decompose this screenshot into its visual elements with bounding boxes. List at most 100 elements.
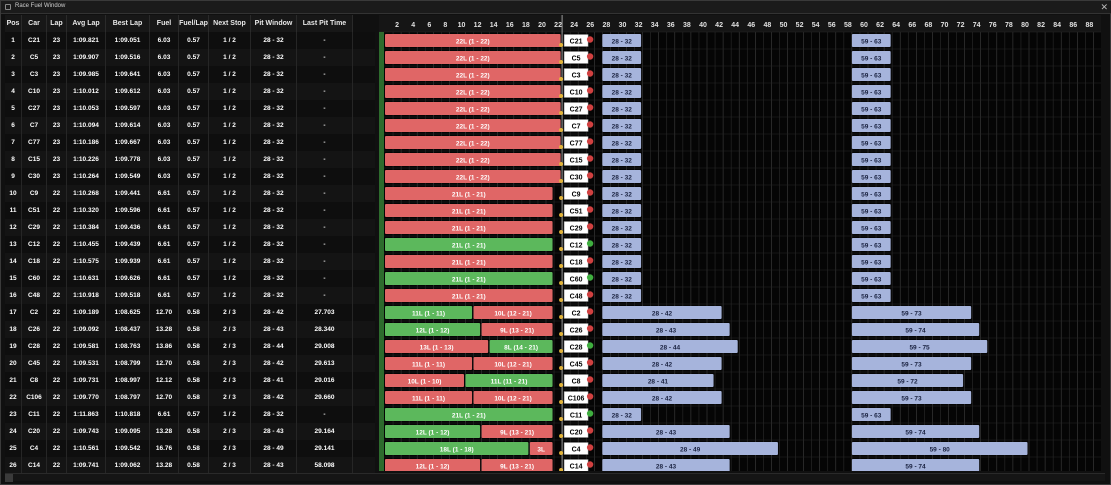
column-header-avg-lap[interactable]: Avg Lap: [67, 15, 106, 32]
cell-fuel: 6.03: [150, 151, 179, 168]
cell-best-lap: 1:09.441: [106, 185, 150, 202]
status-pip: [586, 206, 594, 213]
table-row[interactable]: 9 C30 23 1:10.264 1:09.549 6.03 0.57 1 / 2 28 - …: [5, 168, 375, 185]
table-row[interactable]: 26 C14 22 1:09.741 1:09.062 13.28 0.58 2 / 3 28 …: [5, 457, 375, 474]
pit-window-bar: [851, 187, 891, 200]
cell-pit-window: 28 - 32: [251, 100, 297, 117]
stint-bar: [385, 442, 529, 455]
table-row[interactable]: 13 C12 22 1:10.455 1:09.439 6.61 0.57 1 / 2 28 -…: [5, 236, 375, 253]
column-header-lap[interactable]: Lap: [47, 15, 67, 32]
stint-label: 11L (1 - 11): [412, 311, 445, 318]
pit-window-label: 59 - 63: [861, 73, 882, 80]
table-row[interactable]: 3 C3 23 1:09.985 1:09.641 6.03 0.57 1 / 2 28 - 3…: [5, 66, 375, 83]
table-row[interactable]: 24 C20 22 1:09.743 1:09.095 13.28 0.58 2 / 3 28 …: [5, 423, 375, 440]
cell-last-pit-time: -: [297, 117, 353, 134]
cell-lap: 23: [47, 168, 67, 185]
table-row[interactable]: 25 C4 22 1:10.561 1:09.542 16.76 0.58 2 / 3 28 -…: [5, 440, 375, 457]
column-header-fuel-per-lap[interactable]: Fuel/Lap: [179, 15, 209, 32]
scroll-left-arrow[interactable]: [5, 474, 13, 482]
pit-window-label: 28 - 43: [656, 328, 677, 335]
table-row[interactable]: 6 C7 23 1:10.094 1:09.614 6.03 0.57 1 / 2 28 - 3…: [5, 117, 375, 134]
lap-tick-label: 28: [602, 22, 610, 29]
horizontal-scrollbar[interactable]: [5, 473, 1105, 482]
cell-pos: 18: [5, 321, 22, 338]
cell-fuel-per-lap: 0.58: [179, 338, 209, 355]
cell-lap: 22: [47, 355, 67, 372]
cell-pit-window: 28 - 32: [251, 151, 297, 168]
cell-pit-window: 28 - 44: [251, 338, 297, 355]
cell-avg-lap: 1:09.092: [67, 321, 106, 338]
status-pip: [586, 172, 594, 179]
cell-next-stop: 1 / 2: [209, 83, 251, 100]
table-row[interactable]: 1 C21 23 1:09.821 1:09.051 6.03 0.57 1 / 2 28 - …: [5, 32, 375, 49]
pit-window-bar: [851, 323, 980, 336]
table-row[interactable]: 5 C27 23 1:10.053 1:09.597 6.03 0.57 1 / 2 28 - …: [5, 100, 375, 117]
cell-best-lap: 1:08.997: [106, 372, 150, 389]
stint-label: 21L (1 - 21): [452, 260, 486, 267]
table-row[interactable]: 12 C29 22 1:10.384 1:09.436 6.61 0.57 1 / 2 28 -…: [5, 219, 375, 236]
table-row[interactable]: 22 C106 22 1:09.770 1:08.797 12.70 0.58 2 / 3 28…: [5, 389, 375, 406]
table-row[interactable]: 8 C15 23 1:10.226 1:09.778 6.03 0.57 1 / 2 28 - …: [5, 151, 375, 168]
column-header-best-lap[interactable]: Best Lap: [106, 15, 150, 32]
table-row[interactable]: 18 C26 22 1:09.092 1:08.437 13.28 0.58 2 / 3 28 …: [5, 321, 375, 338]
table-row[interactable]: 20 C45 22 1:09.531 1:08.799 12.70 0.58 2 / 3 28 …: [5, 355, 375, 372]
cell-last-pit-time: -: [297, 49, 353, 66]
stint-label: 21L (1 - 21): [452, 243, 486, 250]
cell-avg-lap: 1:10.631: [67, 270, 106, 287]
table-row[interactable]: 7 C77 23 1:10.186 1:09.667 6.03 0.57 1 / 2 28 - …: [5, 134, 375, 151]
cell-best-lap: 1:09.667: [106, 134, 150, 151]
cell-lap: 22: [47, 440, 67, 457]
table-row[interactable]: 15 C60 22 1:10.631 1:09.626 6.61 0.57 1 / 2 28 -…: [5, 270, 375, 287]
stint-label: 21L (1 - 21): [452, 294, 486, 301]
pit-window-bar: [602, 459, 730, 472]
column-header-pit-window[interactable]: Pit Window: [251, 15, 297, 32]
stint-label: 12L (1 - 12): [416, 430, 450, 437]
column-header-pos[interactable]: Pos: [5, 15, 22, 32]
title-bar[interactable]: Race Fuel Window ✕: [1, 1, 1111, 14]
cell-pit-window: 28 - 32: [251, 49, 297, 66]
table-row[interactable]: 16 C48 22 1:10.918 1:09.518 6.61 0.57 1 / 2 28 -…: [5, 287, 375, 304]
stint-bar: [385, 102, 561, 115]
cell-next-stop: 2 / 3: [209, 423, 251, 440]
stint-bar: [385, 357, 473, 370]
table-row[interactable]: 10 C9 22 1:10.268 1:09.441 6.61 0.57 1 / 2 28 - …: [5, 185, 375, 202]
table-row[interactable]: 17 C2 22 1:09.189 1:08.625 12.70 0.58 2 / 3 28 -…: [5, 304, 375, 321]
column-header-last-pit-time[interactable]: Last Pit Time: [297, 15, 353, 32]
cell-next-stop: 2 / 3: [209, 338, 251, 355]
stint-bar: [385, 391, 473, 404]
cell-pos: 21: [5, 372, 22, 389]
table-row[interactable]: 2 C5 23 1:09.907 1:09.516 6.03 0.57 1 / 2 28 - 3…: [5, 49, 375, 66]
column-header-fuel[interactable]: Fuel: [150, 15, 179, 32]
table-row[interactable]: 19 C28 22 1:09.581 1:08.763 13.86 0.58 2 / 3 28 …: [5, 338, 375, 355]
pit-window-bar: [851, 391, 972, 404]
pit-window-bar: [602, 34, 642, 47]
column-header-next-stop[interactable]: Next Stop: [209, 15, 251, 32]
pit-window-bar: [602, 102, 642, 115]
lap-tick-label: 52: [796, 22, 804, 29]
cell-pit-window: 28 - 32: [251, 253, 297, 270]
cell-pos: 7: [5, 134, 22, 151]
stint-bar: [385, 238, 553, 251]
stint-bar: [385, 255, 553, 268]
position-marker: [559, 111, 564, 115]
cell-best-lap: 1:09.626: [106, 270, 150, 287]
lap-tick-label: 66: [908, 22, 916, 29]
cell-pit-window: 28 - 32: [251, 270, 297, 287]
cell-next-stop: 2 / 3: [209, 372, 251, 389]
pit-window-bar: [851, 340, 988, 353]
table-row[interactable]: 11 C51 22 1:10.320 1:09.596 6.61 0.57 1 / 2 28 -…: [5, 202, 375, 219]
cell-pos: 11: [5, 202, 22, 219]
close-button[interactable]: ✕: [1100, 2, 1108, 12]
cell-last-pit-time: -: [297, 100, 353, 117]
pit-window-label: 28 - 32: [612, 294, 633, 301]
table-row[interactable]: 21 C8 22 1:09.731 1:08.997 12.12 0.58 2 / 3 28 -…: [5, 372, 375, 389]
cell-last-pit-time: 29.141: [297, 440, 353, 457]
column-header-car[interactable]: Car: [22, 15, 47, 32]
pit-window-bar: [602, 374, 714, 387]
table-row[interactable]: 4 C10 23 1:10.012 1:09.612 6.03 0.57 1 / 2 28 - …: [5, 83, 375, 100]
stint-label: 12L (1 - 12): [416, 328, 450, 335]
table-row[interactable]: 14 C18 22 1:10.575 1:09.939 6.61 0.57 1 / 2 28 -…: [5, 253, 375, 270]
table-row[interactable]: 23 C11 22 1:11.863 1:10.818 6.61 0.57 1 / 2 28 -…: [5, 406, 375, 423]
cell-car: C5: [22, 49, 47, 66]
cell-best-lap: 1:10.818: [106, 406, 150, 423]
